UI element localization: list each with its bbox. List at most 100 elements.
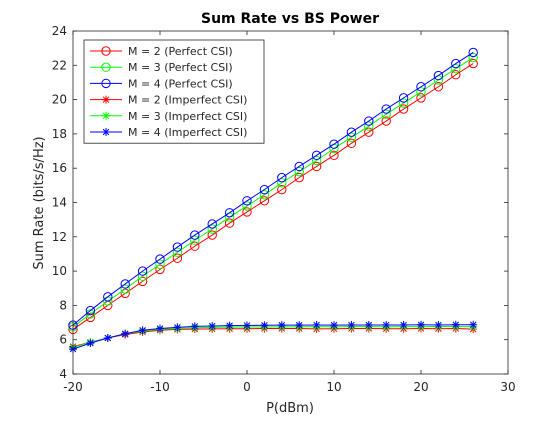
data-point xyxy=(364,121,374,131)
y-tick-label: 22 xyxy=(52,58,67,72)
data-point xyxy=(346,132,357,143)
x-tick-label: 10 xyxy=(326,380,341,394)
x-axis-ticks: -20 -10 0 10 20 30 xyxy=(63,31,516,394)
data-point xyxy=(101,46,111,56)
data-point xyxy=(417,320,425,329)
y-axis-ticks: 4 6 8 10 12 14 16 18 20 22 24 xyxy=(52,24,508,381)
data-point xyxy=(277,172,287,183)
data-point xyxy=(294,161,304,172)
data-point xyxy=(451,70,461,80)
data-point xyxy=(468,47,478,58)
data-point xyxy=(137,276,148,287)
data-point xyxy=(120,279,130,289)
y-tick-label: 24 xyxy=(52,24,67,38)
y-tick-label: 16 xyxy=(52,161,67,175)
data-point xyxy=(364,116,374,126)
data-point xyxy=(364,127,374,137)
data-point xyxy=(172,242,183,252)
data-point xyxy=(433,70,444,81)
data-point xyxy=(416,82,426,92)
data-point xyxy=(434,320,443,329)
data-point xyxy=(101,78,111,89)
legend-label: M = 2 (Imperfect CSI) xyxy=(128,94,247,107)
data-point xyxy=(207,230,217,240)
data-point xyxy=(329,150,339,161)
data-point xyxy=(311,150,322,161)
data-point xyxy=(102,111,110,120)
data-point xyxy=(243,321,251,330)
data-point xyxy=(451,320,460,329)
chart-title: Sum Rate vs BS Power xyxy=(201,11,379,27)
data-point xyxy=(277,178,287,188)
series-6 xyxy=(69,320,478,354)
data-point xyxy=(242,207,252,217)
x-tick-label: 20 xyxy=(413,380,428,394)
data-point xyxy=(382,320,391,329)
legend: M = 2 (Perfect CSI) M = 3 (Perfect CSI) M … xyxy=(83,39,265,144)
data-point xyxy=(137,271,148,281)
data-point xyxy=(224,218,235,228)
data-point xyxy=(225,321,234,330)
data-point xyxy=(259,196,270,206)
data-point xyxy=(347,320,356,329)
data-point xyxy=(86,339,95,348)
data-point xyxy=(311,161,322,172)
data-point xyxy=(224,208,235,218)
data-point xyxy=(259,190,270,200)
x-axis-label: P(dBm) xyxy=(266,401,314,416)
data-point xyxy=(399,320,408,329)
data-point xyxy=(468,52,478,63)
data-point xyxy=(312,320,321,329)
data-point xyxy=(103,333,112,342)
data-point xyxy=(102,95,110,104)
data-point xyxy=(277,321,286,330)
data-point xyxy=(172,253,183,263)
legend-label: M = 3 (Imperfect CSI) xyxy=(128,110,247,123)
data-point xyxy=(102,128,110,136)
data-point xyxy=(242,196,252,206)
series-line xyxy=(72,63,474,330)
y-tick-label: 8 xyxy=(59,298,67,312)
data-point xyxy=(346,127,357,137)
data-point xyxy=(381,109,391,119)
y-tick-label: 20 xyxy=(52,93,67,107)
data-point xyxy=(101,62,111,72)
data-point xyxy=(190,235,200,245)
data-point xyxy=(103,292,113,302)
x-tick-label: 0 xyxy=(243,380,251,394)
data-point xyxy=(469,320,478,329)
data-point xyxy=(329,139,339,149)
data-point xyxy=(468,58,478,69)
legend-label: M = 4 (Imperfect CSI) xyxy=(128,126,247,139)
data-point xyxy=(242,201,252,211)
data-point xyxy=(121,329,130,338)
y-tick-label: 12 xyxy=(52,230,67,244)
data-point xyxy=(433,82,444,92)
data-point xyxy=(295,321,304,330)
data-point xyxy=(172,247,183,257)
series-3 xyxy=(68,47,478,330)
legend-label: M = 4 (Perfect CSI) xyxy=(128,77,233,90)
data-point xyxy=(138,326,147,335)
x-tick-label: 30 xyxy=(500,380,515,394)
data-point xyxy=(156,324,164,333)
y-axis-label: Sum Rate (bits/s/Hz) xyxy=(32,136,47,269)
data-point xyxy=(190,322,199,331)
data-point xyxy=(260,321,269,330)
series-line xyxy=(72,52,474,326)
series-layer xyxy=(68,47,478,354)
legend-item: M = 4 (Imperfect CSI) xyxy=(90,126,247,139)
data-point xyxy=(208,321,217,330)
data-point xyxy=(259,184,270,195)
data-point xyxy=(277,184,287,195)
data-point xyxy=(451,58,461,69)
data-point xyxy=(311,155,322,166)
data-point xyxy=(173,323,182,332)
x-tick-label: -20 xyxy=(63,380,83,394)
data-point xyxy=(398,104,409,114)
data-point xyxy=(155,259,165,269)
data-point xyxy=(85,305,96,316)
legend-label: M = 2 (Perfect CSI) xyxy=(128,45,233,58)
